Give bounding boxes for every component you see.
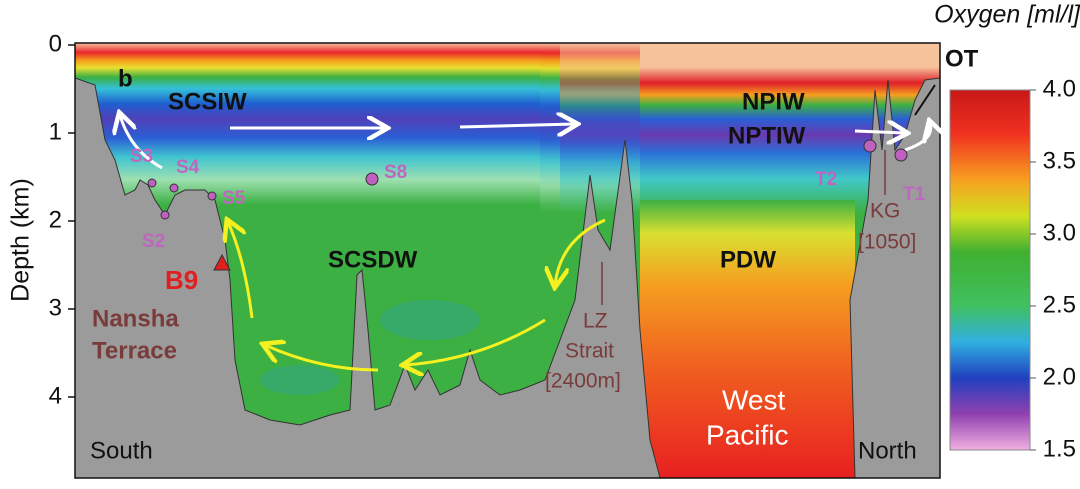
title: Oxygen [ml/l] xyxy=(934,1,1080,29)
y-tick-label: 1 xyxy=(49,118,62,145)
oxygen-field xyxy=(75,43,940,478)
colorbar-tick-label: 3.5 xyxy=(1043,147,1076,174)
label: OT xyxy=(945,45,979,72)
label: B9 xyxy=(165,265,198,295)
label: West xyxy=(722,384,785,415)
label: SCSIW xyxy=(168,88,247,115)
label: S2 xyxy=(142,231,165,252)
label: [1050] xyxy=(858,231,916,254)
y-tick-label: 0 xyxy=(49,30,62,57)
colorbar-tick-label: 3.0 xyxy=(1043,219,1076,246)
y-label: Depth (km) xyxy=(7,178,35,302)
label: [2400m] xyxy=(545,370,621,393)
label: S5 xyxy=(222,188,246,209)
colorbar xyxy=(949,89,1031,451)
label: North xyxy=(858,437,917,464)
label: LZ xyxy=(583,310,608,333)
label: NPIW xyxy=(742,88,805,115)
label: T2 xyxy=(815,169,837,190)
label: S4 xyxy=(176,157,200,178)
y-tick-label: 2 xyxy=(49,206,62,233)
label: KG xyxy=(870,200,900,223)
label: Pacific xyxy=(706,419,788,450)
label: Strait xyxy=(565,340,614,363)
panel-label: b xyxy=(118,65,133,92)
label: Nansha xyxy=(92,305,179,332)
stations xyxy=(147,139,908,220)
label: Terrace xyxy=(92,337,177,364)
y-tick-label: 3 xyxy=(49,294,62,321)
label: PDW xyxy=(720,246,776,273)
b9-marker xyxy=(213,253,231,271)
label: S3 xyxy=(130,146,153,167)
colorbar-tick-label: 4.0 xyxy=(1043,75,1076,102)
colorbar-tick-label: 1.5 xyxy=(1043,435,1076,462)
y-tick-label: 4 xyxy=(49,382,62,409)
plot-frame xyxy=(74,42,941,479)
colorbar-tick-label: 2.5 xyxy=(1043,291,1076,318)
bathymetry xyxy=(849,77,940,478)
label: SCSDW xyxy=(328,246,418,273)
bathymetry xyxy=(75,77,661,478)
label: South xyxy=(90,437,153,464)
arrows xyxy=(120,84,935,370)
label: NPTIW xyxy=(728,122,806,149)
colorbar-tick-label: 2.0 xyxy=(1043,363,1076,390)
label: T1 xyxy=(903,184,926,205)
label: S8 xyxy=(384,162,407,183)
